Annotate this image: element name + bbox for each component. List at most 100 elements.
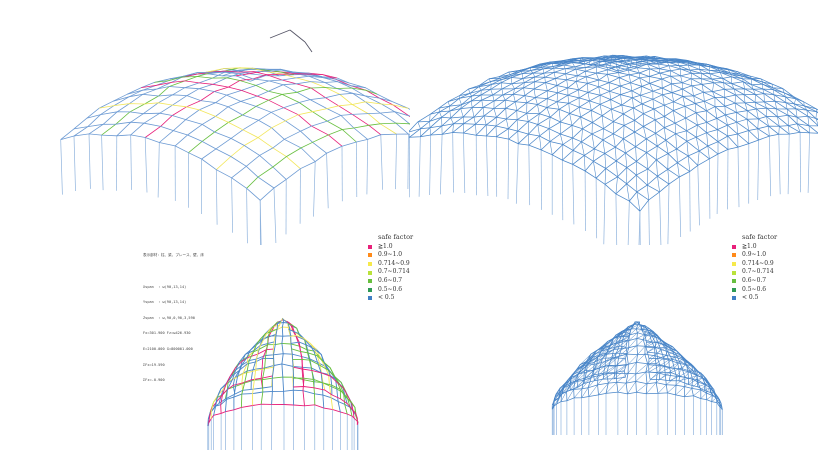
member-line	[141, 80, 343, 147]
brace	[623, 329, 632, 333]
meridian-member	[293, 386, 358, 425]
brace	[614, 353, 628, 359]
brace	[593, 361, 606, 370]
brace	[657, 384, 667, 394]
member-line	[231, 111, 410, 179]
brace	[523, 87, 525, 96]
info-line: Xspan : ω(90,13,14)	[143, 284, 187, 289]
brace	[786, 108, 789, 116]
brace	[808, 125, 810, 133]
meridian-member	[281, 318, 285, 405]
column	[395, 134, 397, 190]
brace	[743, 88, 745, 95]
brace	[638, 323, 640, 326]
brace	[667, 385, 677, 394]
brace	[616, 373, 629, 383]
brace	[676, 351, 678, 356]
brace	[663, 351, 668, 359]
brace	[588, 384, 598, 397]
brace	[647, 355, 656, 364]
brace	[468, 88, 471, 94]
brace	[662, 60, 665, 63]
brace	[623, 138, 626, 154]
brace	[575, 69, 578, 76]
brace	[724, 97, 726, 107]
brace	[647, 347, 656, 353]
brace	[591, 133, 595, 149]
brace	[539, 63, 542, 65]
brace	[695, 112, 698, 126]
column	[528, 145, 531, 206]
brace	[693, 389, 701, 396]
brace	[666, 351, 674, 356]
meridian-member	[573, 340, 628, 398]
brace	[655, 57, 657, 61]
column	[380, 134, 383, 190]
brace	[636, 339, 644, 346]
brace	[677, 61, 679, 66]
brace	[700, 372, 704, 376]
brace	[659, 359, 669, 366]
brace	[573, 388, 583, 399]
brace	[580, 116, 583, 129]
brace	[571, 366, 583, 378]
brace	[539, 135, 542, 150]
meridian-member	[224, 341, 275, 412]
column	[463, 132, 466, 194]
brace	[687, 155, 690, 172]
brace	[691, 364, 694, 367]
brace	[533, 88, 536, 98]
brace	[657, 365, 665, 373]
legend-swatch	[368, 253, 372, 258]
brace	[682, 96, 686, 107]
brace	[490, 81, 492, 85]
brace	[566, 79, 569, 88]
brace	[776, 108, 778, 117]
legend-swatch	[368, 287, 372, 292]
brace	[591, 110, 593, 123]
column	[709, 158, 711, 219]
column	[273, 187, 277, 244]
brace	[647, 328, 649, 330]
brace	[782, 88, 785, 93]
brace	[699, 64, 701, 70]
column	[452, 132, 454, 193]
legend-title: safe factor	[378, 233, 414, 241]
meridian-member	[283, 319, 295, 406]
brace	[675, 376, 685, 386]
column	[407, 133, 409, 190]
brace	[537, 113, 540, 125]
brace	[631, 90, 633, 98]
brace	[604, 59, 606, 61]
brace	[541, 67, 544, 70]
brace	[668, 65, 671, 71]
brace	[777, 116, 780, 127]
brace	[495, 117, 497, 127]
brace	[644, 332, 650, 336]
brace	[648, 352, 658, 359]
brace	[605, 382, 617, 394]
brace	[696, 377, 704, 380]
brace	[688, 375, 697, 379]
brace	[635, 363, 648, 375]
brace	[635, 59, 638, 64]
brace	[795, 108, 798, 118]
brace	[636, 334, 645, 339]
column	[627, 201, 630, 245]
brace	[609, 62, 611, 69]
brace	[709, 387, 714, 390]
brace	[608, 342, 619, 350]
brace	[561, 60, 563, 64]
column	[157, 142, 160, 198]
brace	[656, 146, 658, 160]
column	[768, 136, 772, 197]
brace	[632, 321, 636, 326]
brace	[492, 94, 495, 101]
brace	[619, 340, 628, 347]
brace	[562, 382, 571, 394]
brace	[652, 334, 657, 337]
brace	[568, 103, 570, 114]
column	[807, 132, 810, 193]
brace	[646, 335, 653, 343]
brace	[694, 62, 699, 64]
